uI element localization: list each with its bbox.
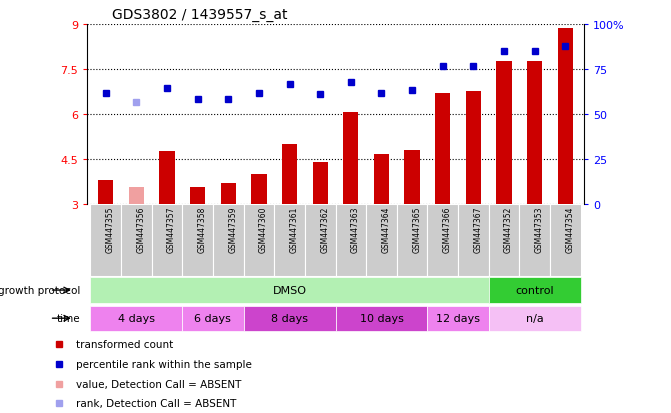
- Bar: [336, 204, 366, 276]
- Bar: [527, 62, 542, 204]
- Text: GSM447358: GSM447358: [197, 206, 207, 252]
- Bar: [488, 306, 580, 331]
- Bar: [366, 204, 397, 276]
- Text: value, Detection Call = ABSENT: value, Detection Call = ABSENT: [76, 379, 242, 389]
- Bar: [488, 278, 580, 303]
- Bar: [313, 162, 328, 204]
- Bar: [519, 204, 550, 276]
- Text: GSM447360: GSM447360: [259, 206, 268, 253]
- Text: n/a: n/a: [526, 313, 544, 323]
- Bar: [397, 204, 427, 276]
- Text: GSM447366: GSM447366: [443, 206, 452, 253]
- Text: GSM447355: GSM447355: [105, 206, 115, 253]
- Bar: [343, 113, 358, 204]
- Bar: [183, 204, 213, 276]
- Text: 6 days: 6 days: [195, 313, 231, 323]
- Bar: [374, 155, 389, 204]
- Bar: [190, 188, 205, 204]
- Bar: [488, 204, 519, 276]
- Bar: [466, 92, 481, 204]
- Text: transformed count: transformed count: [76, 339, 174, 349]
- Text: growth protocol: growth protocol: [0, 285, 81, 295]
- Bar: [274, 204, 305, 276]
- Text: GSM447359: GSM447359: [228, 206, 238, 253]
- Bar: [152, 204, 183, 276]
- Text: GSM447367: GSM447367: [474, 206, 482, 253]
- Text: 4 days: 4 days: [118, 313, 155, 323]
- Text: GSM447356: GSM447356: [136, 206, 145, 253]
- Bar: [497, 62, 512, 204]
- Text: GSM447361: GSM447361: [289, 206, 299, 252]
- Bar: [244, 306, 336, 331]
- Bar: [405, 150, 420, 204]
- Bar: [427, 306, 488, 331]
- Text: GSM447352: GSM447352: [504, 206, 513, 252]
- Bar: [183, 306, 244, 331]
- Bar: [336, 306, 427, 331]
- Bar: [91, 204, 121, 276]
- Bar: [427, 204, 458, 276]
- Text: GSM447362: GSM447362: [320, 206, 329, 252]
- Bar: [251, 174, 266, 204]
- Text: DMSO: DMSO: [272, 285, 307, 295]
- Text: control: control: [515, 285, 554, 295]
- Text: GSM447363: GSM447363: [351, 206, 360, 253]
- Text: GSM447364: GSM447364: [382, 206, 391, 253]
- Bar: [91, 306, 183, 331]
- Text: 8 days: 8 days: [271, 313, 308, 323]
- Bar: [550, 204, 580, 276]
- Text: GSM447354: GSM447354: [566, 206, 574, 253]
- Bar: [91, 278, 488, 303]
- Bar: [282, 144, 297, 204]
- Bar: [305, 204, 336, 276]
- Bar: [458, 204, 488, 276]
- Bar: [98, 180, 113, 204]
- Text: rank, Detection Call = ABSENT: rank, Detection Call = ABSENT: [76, 399, 237, 408]
- Text: GDS3802 / 1439557_s_at: GDS3802 / 1439557_s_at: [112, 8, 288, 22]
- Text: 10 days: 10 days: [360, 313, 403, 323]
- Bar: [435, 93, 450, 204]
- Text: GSM447353: GSM447353: [535, 206, 544, 253]
- Text: GSM447365: GSM447365: [412, 206, 421, 253]
- Text: percentile rank within the sample: percentile rank within the sample: [76, 359, 252, 369]
- Bar: [213, 204, 244, 276]
- Bar: [121, 204, 152, 276]
- Text: 12 days: 12 days: [436, 313, 480, 323]
- Bar: [129, 188, 144, 204]
- Text: time: time: [57, 313, 81, 323]
- Bar: [558, 29, 573, 204]
- Bar: [221, 183, 236, 204]
- Bar: [244, 204, 274, 276]
- Text: GSM447357: GSM447357: [167, 206, 176, 253]
- Bar: [159, 152, 174, 204]
